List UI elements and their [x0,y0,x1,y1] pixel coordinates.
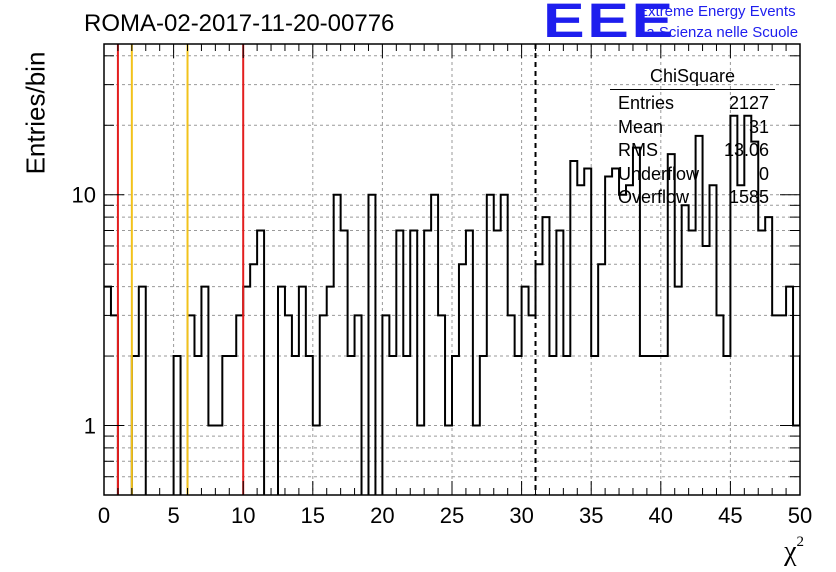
histogram-outline [104,114,800,495]
stats-row-overflow: Overflow 1585 [610,187,775,211]
stats-key: Underflow [618,163,700,184]
stats-key: Overflow [618,187,690,207]
stats-value: 13.06 [723,140,769,160]
stats-key: Entries [618,93,675,113]
stats-key: Mean [618,116,664,137]
stats-row-entries: Entries 2127 [610,93,775,117]
stats-box: ChiSquare Entries 2127 Mean 31 RMS 13.06… [610,66,775,211]
x-tick-label: 50 [788,503,812,528]
logo-line-2: La Scienza nelle Scuole [638,24,799,41]
x-tick-label: 10 [231,503,255,528]
run-title: ROMA-02-2017-11-20-00776 [84,10,395,37]
eee-logo-mark: EEE [543,0,676,48]
stats-row-rms: RMS 13.06 [610,140,775,164]
stats-value: 31 [748,116,769,137]
x-axis-label-exponent: 2 [796,534,805,550]
x-tick-label: 35 [579,503,603,528]
x-tick-label: 5 [167,503,179,528]
stats-row-underflow: Underflow 0 [610,164,775,188]
x-tick-label: 25 [440,503,464,528]
x-tick-label: 20 [370,503,394,528]
x-tick-label: 15 [301,503,325,528]
stats-title: ChiSquare [610,66,775,90]
stats-key: RMS [618,140,658,160]
y-tick-label: 10 [72,183,96,208]
stats-value: 0 [758,163,769,184]
stats-value: 1585 [728,187,769,207]
x-tick-label: 40 [649,503,673,528]
logo-line-1: Extreme Energy Events [638,3,796,20]
y-axis-label: Entries/bin [20,51,51,175]
x-axis-label-symbol: χ [784,536,797,567]
y-tick-label: 1 [84,414,96,439]
x-tick-label: 45 [718,503,742,528]
stats-row-mean: Mean 31 [610,117,775,141]
stats-value: 2127 [728,93,769,113]
x-tick-label: 30 [509,503,533,528]
x-tick-label: 0 [98,503,110,528]
x-axis-label: χ2 [784,534,804,568]
